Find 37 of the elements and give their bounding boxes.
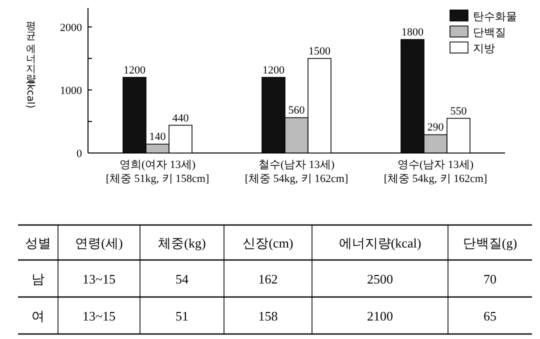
legend-label: 지방: [473, 42, 495, 55]
text: 에너지량(kcal): [338, 236, 422, 250]
data-label: 560: [288, 104, 306, 117]
text: 158: [258, 308, 278, 324]
x-tick-label: 영수(남자 13세) [체중 54kg, 키 162cm]: [384, 159, 488, 185]
text: 65: [484, 308, 496, 324]
text: 13~15: [82, 272, 116, 286]
data-label: 1200: [124, 64, 146, 76]
text: 성별: [25, 236, 51, 250]
text: 단백질(g): [462, 236, 518, 250]
y-tick-label: 1000: [60, 84, 82, 97]
x-tick-label: 영희(여자 13세) [체중 51kg, 키 158cm]: [106, 159, 210, 185]
text: 남: [32, 272, 44, 286]
text: 54: [176, 272, 189, 286]
data-label: 440: [172, 112, 190, 124]
y-tick-label: 2000: [60, 22, 82, 34]
legend-label: 탄수화물: [473, 10, 517, 23]
text: 연령(세): [75, 236, 123, 250]
data-label: 1500: [308, 45, 331, 58]
data-label: 1800: [402, 26, 424, 39]
data-label: 140: [149, 131, 166, 144]
legend-label: 단백질: [473, 26, 506, 39]
text: 신장(cm): [242, 236, 294, 250]
text: 51: [176, 308, 188, 324]
data-label: 290: [427, 122, 444, 134]
x-tick-label: 철수(남자 13세) [체중 54kg, 키 162cm]: [244, 159, 348, 185]
text: 162: [258, 272, 278, 286]
text: 체중(kg): [158, 236, 206, 250]
data-label: 550: [450, 105, 468, 118]
data-label: 1200: [262, 64, 285, 76]
y-tick-label: 0: [76, 148, 82, 160]
y-axis-title: 평균 에너지량 (kcal): [24, 14, 36, 108]
text: 2100: [367, 308, 393, 324]
text: 여: [32, 308, 44, 324]
text: 2500: [367, 272, 393, 286]
text: 13~15: [82, 308, 116, 324]
text: 70: [484, 272, 496, 286]
